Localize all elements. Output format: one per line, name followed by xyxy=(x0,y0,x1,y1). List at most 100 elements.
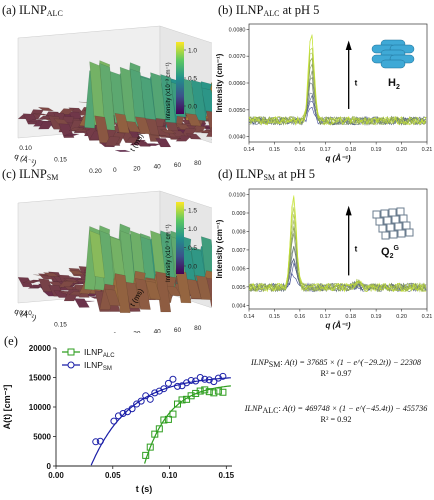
legend-label: ILNPSM xyxy=(84,360,112,372)
y-tick-label: 0.0070 xyxy=(229,54,246,60)
data-point-square xyxy=(187,392,195,400)
surface-patch xyxy=(145,280,161,300)
surface-patch xyxy=(73,298,90,308)
legend-marker xyxy=(67,348,75,356)
y-tick-label: 0.0050 xyxy=(229,108,246,114)
colorbar-tick-label: 1.0 xyxy=(188,48,197,55)
data-point-circle xyxy=(142,392,150,400)
surface-y-tick: 60 xyxy=(174,327,182,333)
surface-patch xyxy=(165,136,182,139)
panel-a-title: (a) ILNPALC xyxy=(2,3,63,18)
colorbar-a-label: Intensity (x10⁻³ cm⁻¹) xyxy=(166,62,172,120)
data-point-square xyxy=(201,386,209,394)
data-point-circle xyxy=(214,374,222,382)
cubic-lattice-icon xyxy=(375,217,384,226)
surface-y-tick: 80 xyxy=(194,325,202,332)
surface-patch xyxy=(196,130,212,133)
surface-patch xyxy=(74,128,90,132)
x-tick-label: 0.19 xyxy=(371,147,382,153)
data-point-circle xyxy=(164,379,172,387)
surface-patch xyxy=(63,133,80,136)
data-point-circle xyxy=(196,374,204,381)
surface-patch xyxy=(23,280,39,284)
surface-patch xyxy=(114,273,131,313)
surface-patch xyxy=(165,285,182,297)
scatter-plot-e: 0.00 0.05 0.10 0.15 0 5000 10000 15000 20000 t (s… xyxy=(2,344,235,494)
colorbar-tick-label: 0.0 xyxy=(188,264,197,271)
legend-label-sub: SM xyxy=(103,366,112,372)
phase-label-sub: 2 xyxy=(396,84,400,91)
y-tick-label: 0.0080 xyxy=(229,27,246,33)
surface-y-tick: 0 xyxy=(113,167,117,174)
cubic-lattice-icon xyxy=(394,222,403,231)
cubic-lattice-icon xyxy=(389,230,398,239)
phase-label-sub: 2 xyxy=(390,253,394,260)
x-axis-label: t (s) xyxy=(136,484,153,494)
surface-x-tick: 0.10 xyxy=(19,310,32,317)
x-tick-label: 0.15 xyxy=(269,147,280,153)
surface-y-tick: 80 xyxy=(194,160,202,167)
data-point-circle xyxy=(173,382,181,390)
y-axis-label: A(t) [cm⁻²] xyxy=(2,385,12,430)
x-tick-label: 0.21 xyxy=(422,147,433,153)
cubic-lattice-icon xyxy=(386,223,395,232)
x-tick-label: 0.14 xyxy=(244,314,255,320)
surface-patch xyxy=(155,138,172,148)
surface-c-axes: 0.100.150.200204060801001201400.000.250.… xyxy=(17,190,212,333)
data-point-circle xyxy=(219,372,227,380)
data-point-square xyxy=(205,388,213,396)
data-point-circle xyxy=(160,385,168,393)
data-point-circle xyxy=(187,376,195,384)
colorbar-tick-label: 1.5 xyxy=(188,208,197,215)
data-point-square xyxy=(178,396,186,404)
y-tick-label: 20000 xyxy=(29,344,52,353)
data-point-square xyxy=(146,443,154,451)
colorbar-gradient xyxy=(176,202,184,274)
data-point-square xyxy=(164,415,172,423)
y-tick-label: 0.004 xyxy=(232,303,246,309)
data-point-circle xyxy=(92,438,100,446)
x-tick-label: 0.16 xyxy=(294,147,305,153)
surface-patch xyxy=(37,273,54,280)
colorbar-tick-label: 0.5 xyxy=(188,245,197,252)
time-arrow-label: t xyxy=(355,78,358,87)
cubic-lattice-icon xyxy=(383,216,392,225)
x-tick-label: 0.17 xyxy=(320,147,331,153)
data-point-circle xyxy=(169,375,177,383)
data-point-circle xyxy=(205,376,213,384)
data-point-circle xyxy=(119,409,127,417)
time-arrow-head xyxy=(345,205,352,216)
data-point-square xyxy=(210,389,218,397)
x-tick-label: 0.20 xyxy=(396,314,407,320)
x-tick-label: 0.14 xyxy=(244,147,255,153)
x-tick-label: 0.10 xyxy=(162,471,178,480)
x-tick-label: 0.19 xyxy=(371,314,382,320)
surface-x-tick: 0.15 xyxy=(54,321,67,328)
surface-y-tick: 40 xyxy=(154,329,162,333)
time-arrow-head xyxy=(345,40,352,50)
data-point-circle xyxy=(201,375,209,383)
data-point-square xyxy=(183,395,191,403)
cubic-lattice-icon xyxy=(402,221,411,230)
data-point-square xyxy=(219,388,227,396)
surface-patch xyxy=(185,278,202,299)
data-point-square xyxy=(160,416,168,424)
surface-patch xyxy=(89,230,105,279)
data-point-square xyxy=(169,410,177,418)
x-tick-label: 0.05 xyxy=(105,471,121,480)
time-arrow-label: t xyxy=(355,244,358,253)
surface-y-tick: 0 xyxy=(113,332,117,333)
colorbar-tick-label: 0.0 xyxy=(188,104,197,111)
colorbar-c: 0.0 0.5 1.0 1.5 xyxy=(176,202,197,274)
data-point-circle xyxy=(151,389,159,397)
surface-x-tick: 0.10 xyxy=(19,145,32,152)
surface-patch xyxy=(150,134,166,136)
surface-patch xyxy=(104,136,121,147)
data-point-circle xyxy=(128,405,136,413)
intensity-curve xyxy=(248,197,427,293)
y-tick-label: 0 xyxy=(47,462,52,471)
data-point-square xyxy=(196,387,204,395)
surface-x-tick: 0.20 xyxy=(89,168,102,175)
data-point-circle xyxy=(96,437,104,445)
panel-b-title: (b) ILNPALC at pH 5 xyxy=(218,3,320,18)
